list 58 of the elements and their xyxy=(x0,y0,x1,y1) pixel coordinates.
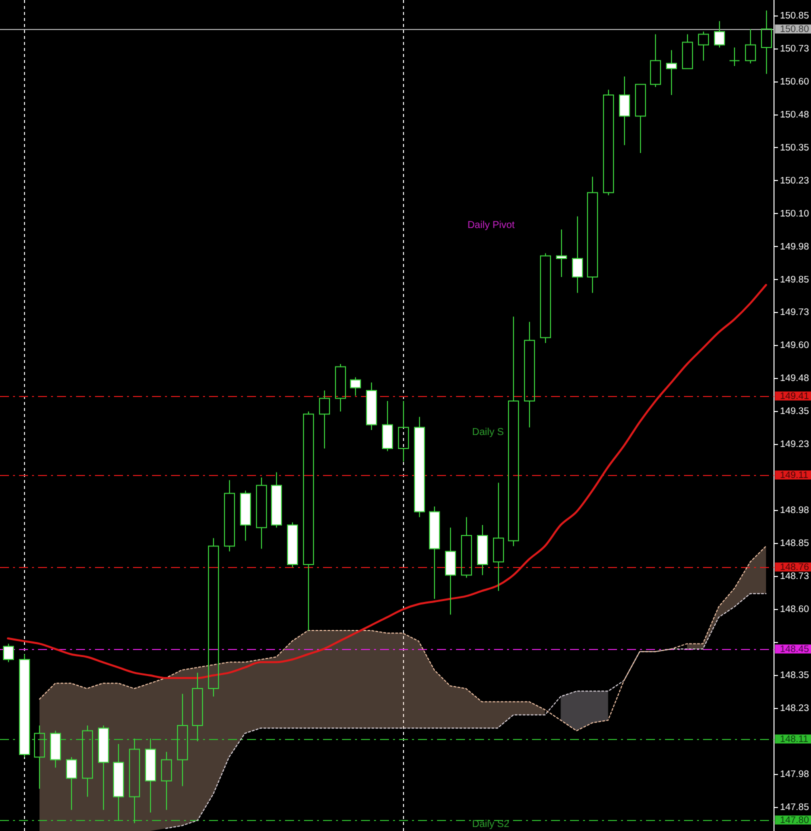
candlestick xyxy=(161,751,172,810)
ref-line-label: 147.80 xyxy=(780,815,810,826)
candlestick xyxy=(82,724,93,798)
ref-line-label: 149.11 xyxy=(780,470,808,482)
annotation: Daily Pivot xyxy=(467,220,515,231)
y-tick-label: 148.73 xyxy=(780,571,810,582)
candlestick xyxy=(208,538,219,697)
y-tick-label: 148.60 xyxy=(780,604,810,616)
line-series xyxy=(165,593,767,829)
annotation: Daily S2 xyxy=(472,818,510,830)
y-tick-label: 148.98 xyxy=(780,505,810,516)
y-tick-label: 148.35 xyxy=(780,670,810,681)
candlestick xyxy=(398,400,409,462)
y-tick-label: 150.35 xyxy=(780,142,810,154)
y-tick-label: 147.85 xyxy=(780,802,810,813)
candlestick xyxy=(587,176,598,294)
candlestick xyxy=(524,321,535,428)
candlestick xyxy=(256,476,267,550)
candlestick xyxy=(303,411,314,632)
y-tick-label: 147.98 xyxy=(780,768,810,780)
line-series xyxy=(38,546,767,732)
candlestick xyxy=(698,31,709,62)
ref-line-label: 149.41 xyxy=(780,391,810,402)
annotation: Daily S xyxy=(472,426,504,438)
y-tick-label: 149.23 xyxy=(780,439,810,450)
candlestick xyxy=(461,516,472,578)
y-tick-label: 149.60 xyxy=(780,340,810,352)
candlestick xyxy=(745,28,756,64)
candlestick xyxy=(508,316,519,547)
y-tick-label: 148.85 xyxy=(780,538,810,550)
candlestick xyxy=(34,724,45,790)
candlestick xyxy=(729,46,740,66)
candlestick xyxy=(177,693,188,787)
y-tick-label: 149.48 xyxy=(780,373,810,384)
candlestick xyxy=(650,34,661,88)
y-tick-label: 149.85 xyxy=(780,274,810,286)
candlestick xyxy=(493,482,504,592)
ref-line-label: 148.11 xyxy=(780,734,808,746)
y-tick-label: 150.60 xyxy=(780,76,810,88)
y-tick-label: 150.48 xyxy=(780,109,810,120)
candlestick xyxy=(635,84,646,154)
candlestick xyxy=(761,10,772,74)
y-tick-label: 150.85 xyxy=(780,10,810,22)
y-tick-label: 150.23 xyxy=(780,175,810,186)
y-tick-label: 150.10 xyxy=(780,208,810,220)
candlestick xyxy=(192,672,203,742)
y-tick-label: 150.73 xyxy=(780,43,810,54)
candlestick xyxy=(319,390,330,449)
y-tick-label: 149.35 xyxy=(780,406,810,418)
y-tick-label: 149.73 xyxy=(780,307,810,318)
ref-line-label: 148.45 xyxy=(780,644,810,656)
y-tick-label: 148.23 xyxy=(780,702,810,714)
ref-line-label: 148.76 xyxy=(780,562,810,574)
candlestick xyxy=(335,364,346,412)
y-tick-label: 149.98 xyxy=(780,241,810,252)
ref-line-label: 150.80 xyxy=(780,24,810,36)
candlestick xyxy=(224,480,235,552)
candlestick xyxy=(129,738,140,824)
